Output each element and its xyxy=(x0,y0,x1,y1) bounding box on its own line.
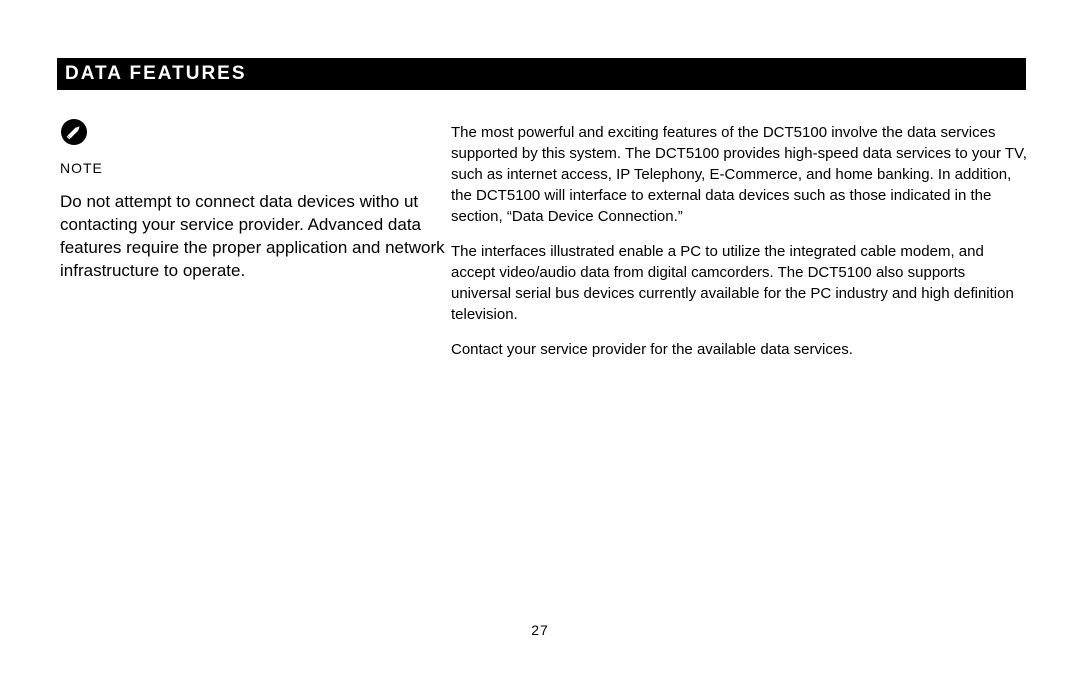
paragraph-3: Contact your service provider for the av… xyxy=(451,339,1027,360)
note-label: NOTE xyxy=(60,160,103,176)
document-page: DATA FEATURES NOTE Do not attempt to con… xyxy=(0,0,1080,698)
paragraph-2: The interfaces illustrated enable a PC t… xyxy=(451,241,1027,325)
paragraph-1: The most powerful and exciting features … xyxy=(451,122,1027,227)
main-text-column: The most powerful and exciting features … xyxy=(451,122,1027,374)
section-header-text: DATA FEATURES xyxy=(65,63,247,85)
section-header-bar: DATA FEATURES xyxy=(57,58,1026,90)
pencil-note-icon xyxy=(60,118,88,146)
note-body-text: Do not attempt to connect data devices w… xyxy=(60,190,460,282)
page-number: 27 xyxy=(0,622,1080,638)
